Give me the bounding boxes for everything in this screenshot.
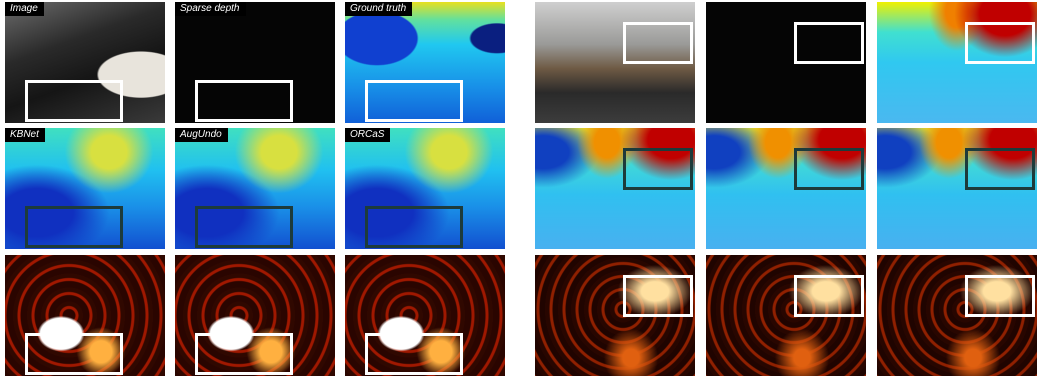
image-panel: [706, 255, 866, 376]
zoom-box: [965, 22, 1035, 64]
image-panel: KBNet: [5, 128, 165, 249]
image-panel: Sparse depth: [175, 2, 335, 123]
figure: Image Sparse depth Ground truth KBNet AugUnd…: [0, 0, 1037, 377]
zoom-box: [623, 148, 693, 190]
zoom-box: [195, 206, 293, 248]
image-panel: Ground truth: [345, 2, 505, 123]
zoom-box: [794, 22, 864, 64]
zoom-box: [794, 275, 864, 317]
zoom-box: [195, 80, 293, 122]
panel-label: Sparse depth: [175, 2, 246, 16]
image-panel: [706, 2, 866, 123]
image-panel: [877, 255, 1037, 376]
image-panel: ORCaS: [345, 128, 505, 249]
zoom-box: [623, 275, 693, 317]
panel-label: Image: [5, 2, 44, 16]
panel-label: Ground truth: [345, 2, 412, 16]
zoom-box: [365, 80, 463, 122]
image-panel: [175, 255, 335, 376]
panel-label: KBNet: [5, 128, 45, 142]
image-panel: [535, 128, 695, 249]
image-panel: [535, 255, 695, 376]
zoom-box: [25, 80, 123, 122]
zoom-box: [195, 333, 293, 375]
zoom-box: [25, 333, 123, 375]
panel-label: AugUndo: [175, 128, 228, 142]
image-panel: Image: [5, 2, 165, 123]
image-panel: [877, 2, 1037, 123]
panel-label: ORCaS: [345, 128, 390, 142]
zoom-box: [965, 148, 1035, 190]
image-panel: [877, 128, 1037, 249]
image-panel: [706, 128, 866, 249]
zoom-box: [365, 206, 463, 248]
image-panel: AugUndo: [175, 128, 335, 249]
zoom-box: [25, 206, 123, 248]
image-panel: [345, 255, 505, 376]
zoom-box: [794, 148, 864, 190]
zoom-box: [623, 22, 693, 64]
zoom-box: [365, 333, 463, 375]
zoom-box: [965, 275, 1035, 317]
image-panel: [535, 2, 695, 123]
image-panel: [5, 255, 165, 376]
